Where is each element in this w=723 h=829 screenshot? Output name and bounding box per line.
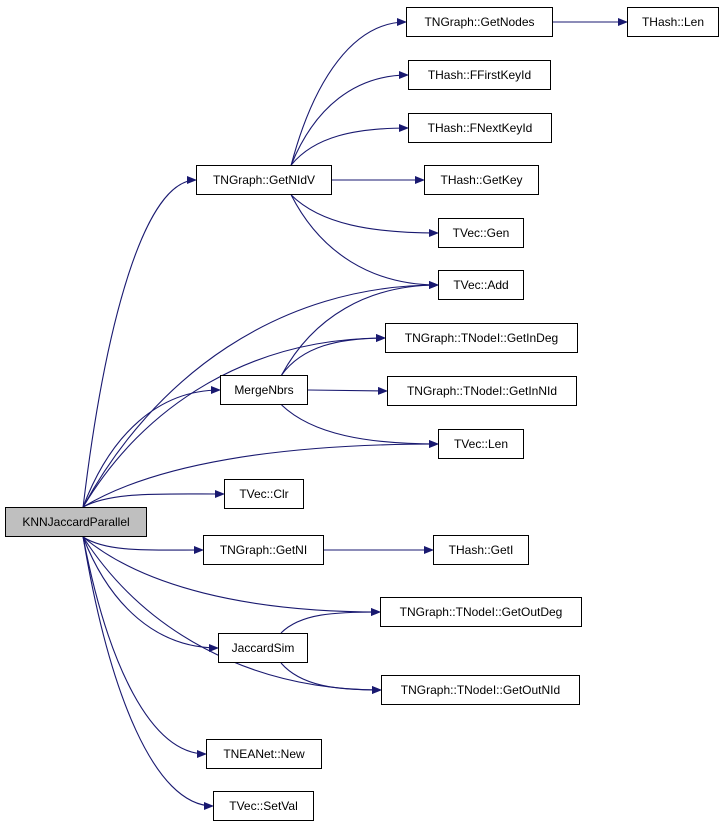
edge-root-to-indeg	[82, 334, 386, 508]
node-tnodei-getinnid[interactable]: TNGraph::TNodeI::GetInNId	[387, 376, 577, 406]
node-tngraph-getnodes[interactable]: TNGraph::GetNodes	[406, 7, 553, 37]
edge-root-to-setval	[82, 536, 214, 810]
edge-root-to-clr	[82, 489, 225, 508]
node-thash-geti[interactable]: THash::GetI	[433, 535, 529, 565]
node-thash-fnextkeyid[interactable]: THash::FNextKeyId	[408, 113, 552, 143]
node-tnodei-getoutdeg[interactable]: TNGraph::TNodeI::GetOutDeg	[380, 597, 582, 627]
edge-getnidv-to-getnodes	[290, 18, 407, 166]
node-tnodei-getoutnid[interactable]: TNGraph::TNodeI::GetOutNId	[381, 675, 580, 705]
edge-mergenbrs-to-indeg	[281, 334, 386, 376]
edge-mergenbrs-to-veclen	[281, 404, 439, 448]
edge-root-to-outdeg	[82, 536, 381, 616]
node-tvec-setval[interactable]: TVec::SetVal	[213, 791, 314, 821]
edge-root-to-getnidv	[82, 176, 197, 508]
edge-root-to-new	[82, 536, 207, 758]
edge-getnidv-to-fnext	[290, 124, 409, 166]
node-tngraph-getni[interactable]: TNGraph::GetNI	[203, 535, 324, 565]
node-thash-len[interactable]: THash::Len	[627, 7, 719, 37]
edge-getnidv-to-ffirst	[290, 71, 409, 166]
node-tneanet-new[interactable]: TNEANet::New	[206, 739, 322, 769]
node-mergenbrs[interactable]: MergeNbrs	[220, 375, 308, 405]
edge-mergenbrs-to-innid	[307, 386, 388, 395]
edge-root-to-jaccard	[82, 536, 219, 652]
edge-root-to-veclen	[82, 440, 439, 508]
node-tnodei-getindeg[interactable]: TNGraph::TNodeI::GetInDeg	[385, 323, 578, 353]
edge-root-to-add	[82, 281, 439, 508]
edge-root-to-mergenbrs	[82, 386, 221, 508]
node-tvec-gen[interactable]: TVec::Gen	[438, 218, 524, 248]
node-knnjaccardparallel: KNNJaccardParallel	[5, 507, 147, 537]
node-thash-getkey[interactable]: THash::GetKey	[424, 165, 539, 195]
node-tvec-len[interactable]: TVec::Len	[438, 429, 524, 459]
edge-jaccard-to-outdeg	[280, 608, 381, 634]
node-tngraph-getnidv[interactable]: TNGraph::GetNIdV	[196, 165, 332, 195]
edge-jaccard-to-outnid	[280, 662, 382, 694]
node-jaccardsim[interactable]: JaccardSim	[218, 633, 308, 663]
edge-getnidv-to-add	[290, 194, 439, 289]
edge-mergenbrs-to-add	[281, 281, 439, 376]
edge-getnidv-to-gen	[290, 194, 439, 237]
edge-root-to-getni	[82, 536, 204, 555]
node-tvec-add[interactable]: TVec::Add	[438, 270, 524, 300]
node-tvec-clr[interactable]: TVec::Clr	[224, 479, 304, 509]
node-thash-ffirstkeyid[interactable]: THash::FFirstKeyId	[408, 60, 551, 90]
